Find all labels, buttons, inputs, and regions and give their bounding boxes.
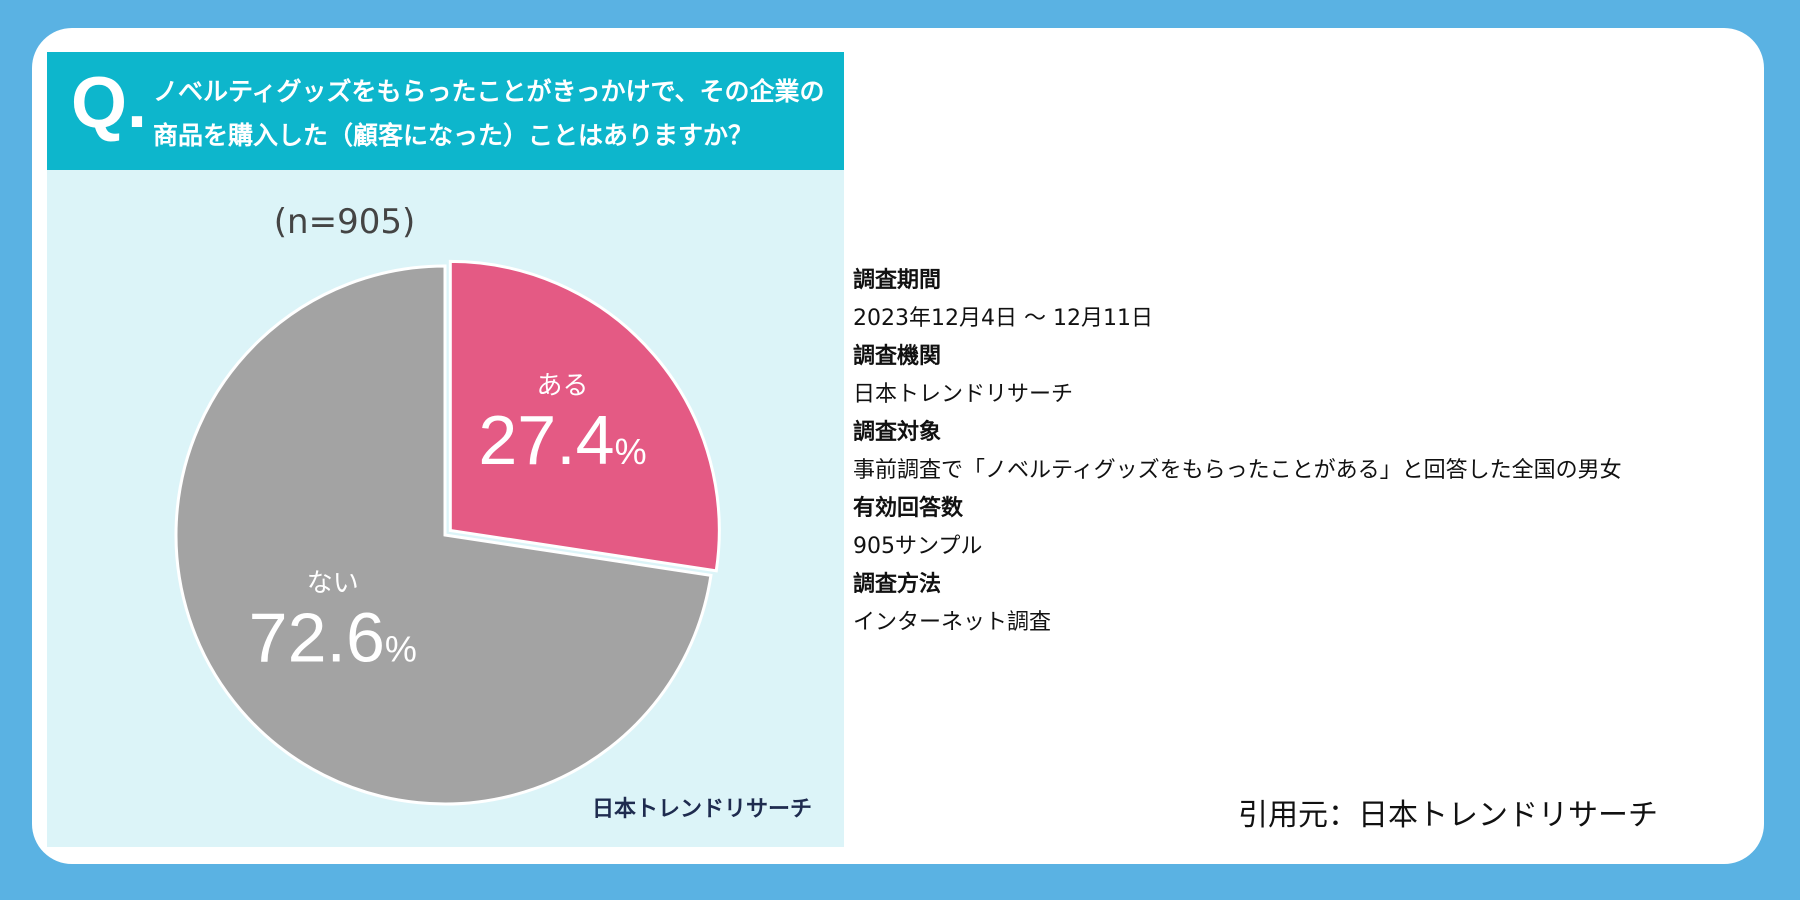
info-value: 事前調査で「ノベルティグッズをもらったことがある」と回答した全国の男女 (853, 458, 1622, 483)
info-value: 905サンプル (853, 534, 983, 559)
info-heading: 調査方法 (853, 572, 942, 597)
survey-info: 調査期間 2023年12月4日 〜 12月11日 調査機関 日本トレンドリサーチ… (853, 262, 1622, 642)
logo: 日本トレンドリサーチ (591, 797, 812, 822)
slice-label: ある (537, 371, 589, 401)
pie-slice-1 (448, 259, 721, 573)
info-heading: 調査機関 (853, 344, 942, 369)
info-heading: 有効回答数 (853, 496, 964, 521)
question-line-1: ノベルティグッズをもらったことがきっかけで、その企業の (153, 77, 825, 106)
slice-label: ない (307, 568, 359, 598)
info-value: 日本トレンドリサーチ (853, 382, 1074, 407)
info-heading: 調査期間 (853, 268, 942, 293)
citation: 引用元：日本トレンドリサーチ (1238, 798, 1658, 833)
q-mark: Q. (71, 63, 148, 143)
slice-value-label: 27.4% (478, 401, 646, 479)
info-value: インターネット調査 (853, 610, 1052, 635)
pie-slice-2 (174, 264, 713, 806)
sample-size: (n=905) (273, 202, 416, 242)
chart-panel: Q. ノベルティグッズをもらったことがきっかけで、その企業の 商品を購入した（顧… (47, 52, 844, 847)
question-header: Q. ノベルティグッズをもらったことがきっかけで、その企業の 商品を購入した（顧… (47, 52, 844, 170)
info-value: 2023年12月4日 〜 12月11日 (853, 306, 1153, 331)
question-line-2: 商品を購入した（顧客になった）ことはありますか？ (153, 121, 754, 150)
info-heading: 調査対象 (853, 420, 942, 445)
